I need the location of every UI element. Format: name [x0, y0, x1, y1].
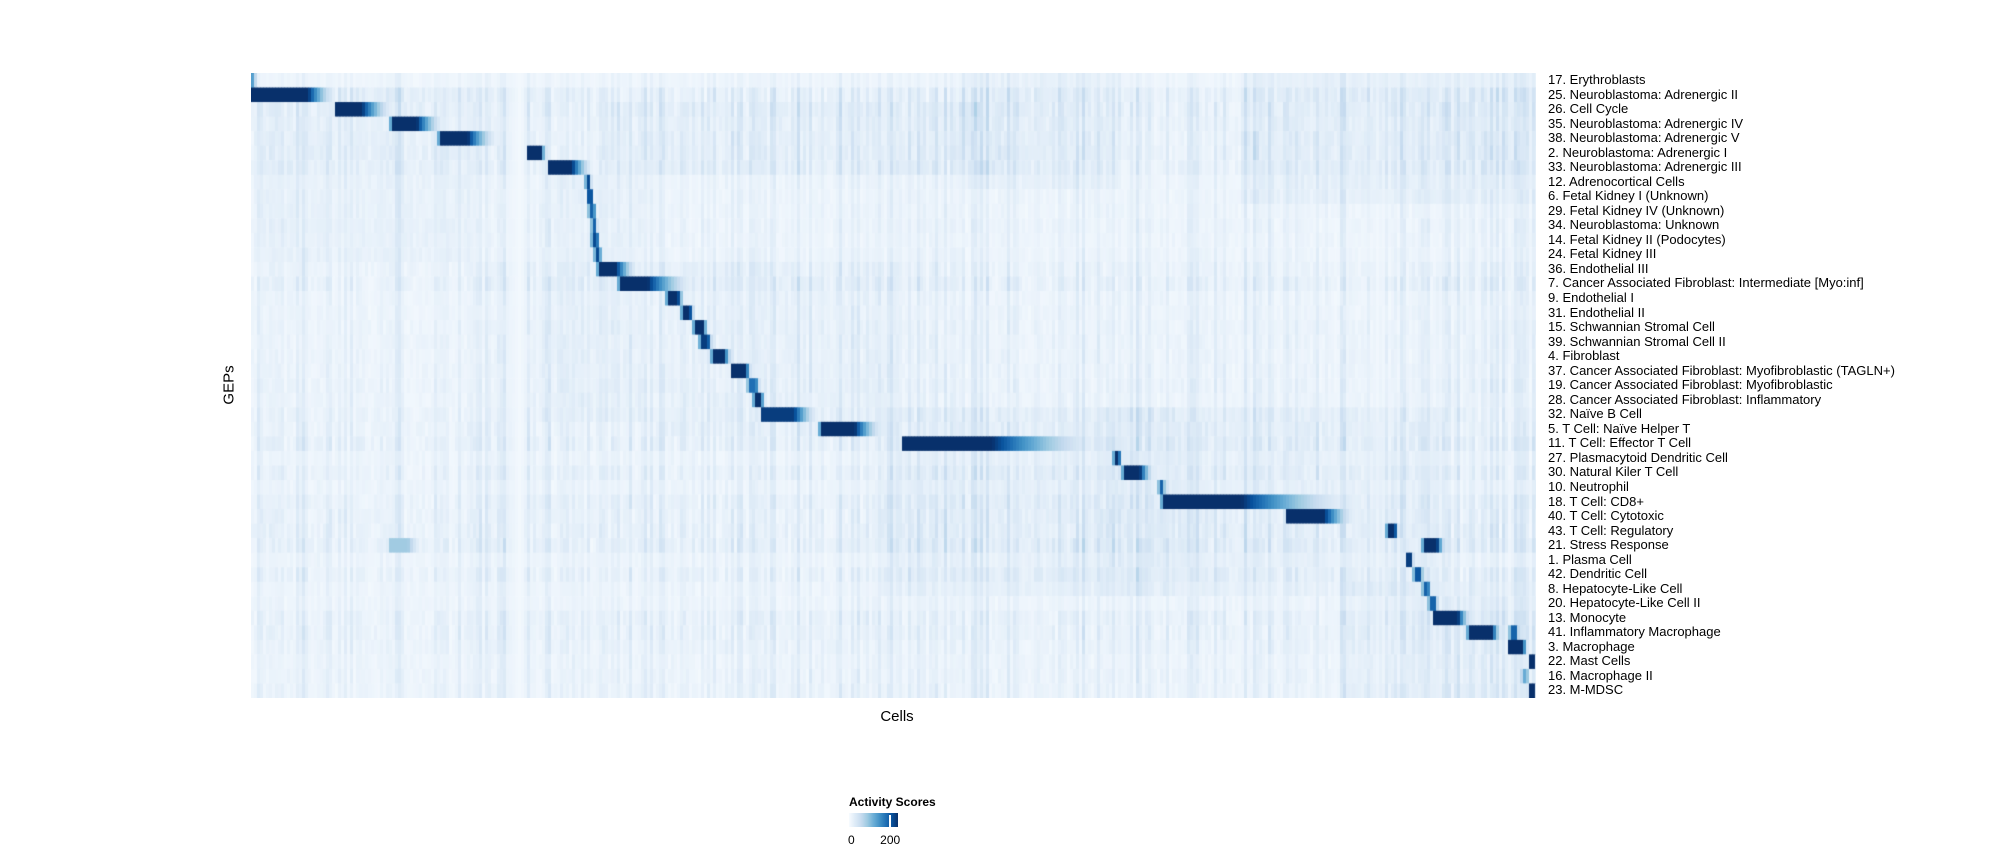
row-label: 14. Fetal Kidney II (Podocytes) [1548, 231, 1726, 247]
colorbar-tick-labels: 0 200 [848, 833, 1009, 847]
row-label: 42. Dendritic Cell [1548, 566, 1647, 582]
legend-title: Activity Scores [849, 795, 936, 809]
row-label: 31. Endothelial II [1548, 304, 1645, 320]
row-label: 7. Cancer Associated Fibroblast: Interme… [1548, 275, 1864, 291]
row-labels: 17. Erythroblasts 25. Neuroblastoma: Adre… [1548, 72, 1998, 699]
row-label: 33. Neuroblastoma: Adrenergic III [1548, 159, 1742, 175]
row-label: 34. Neuroblastoma: Unknown [1548, 217, 1720, 233]
row-label: 30. Natural Kiler T Cell [1548, 464, 1679, 480]
row-label: 5. T Cell: Naïve Helper T [1548, 420, 1691, 436]
row-label: 20. Hepatocyte-Like Cell II [1548, 595, 1701, 611]
row-label: 6. Fetal Kidney I (Unknown) [1548, 188, 1709, 204]
row-label: 36. Endothelial III [1548, 260, 1649, 276]
row-label: 35. Neuroblastoma: Adrenergic IV [1548, 115, 1744, 131]
colorbar-tick-min: 0 [848, 833, 855, 847]
row-label: 4. Fibroblast [1548, 348, 1620, 364]
row-label: 32. Naïve B Cell [1548, 406, 1642, 422]
row-label: 10. Neutrophil [1548, 478, 1629, 494]
x-axis-label: Cells [880, 708, 914, 725]
row-label: 22. Mast Cells [1548, 653, 1631, 669]
colorbar-tick-max: 200 [880, 833, 901, 847]
row-label: 23. M-MDSC [1548, 682, 1624, 698]
row-label: 8. Hepatocyte-Like Cell [1548, 580, 1683, 596]
heatmap-plot [251, 73, 1536, 698]
row-label: 28. Cancer Associated Fibroblast: Inflam… [1548, 391, 1822, 407]
row-label: 43. T Cell: Regulatory [1548, 522, 1674, 538]
y-axis-label: GEPs [220, 365, 238, 405]
row-label: 21. Stress Response [1548, 537, 1669, 553]
colorbar-gradient [849, 813, 898, 827]
row-label: 12. Adrenocortical Cells [1548, 173, 1685, 189]
row-label: 11. T Cell: Effector T Cell [1548, 435, 1692, 451]
colorbar-legend: Activity Scores 0 200 [848, 795, 1009, 847]
row-label: 29. Fetal Kidney IV (Unknown) [1548, 202, 1725, 218]
row-label: 40. T Cell: Cytotoxic [1548, 508, 1664, 524]
row-label: 38. Neuroblastoma: Adrenergic V [1548, 130, 1740, 146]
row-label: 25. Neuroblastoma: Adrenergic II [1548, 86, 1739, 102]
row-label: 41. Inflammatory Macrophage [1548, 624, 1721, 640]
colorbar-tick-mark [889, 815, 892, 827]
row-label: 16. Macrophage II [1548, 667, 1653, 683]
row-label: 24. Fetal Kidney III [1548, 246, 1657, 262]
row-label: 15. Schwannian Stromal Cell [1548, 319, 1715, 335]
row-label: 3. Macrophage [1548, 638, 1635, 654]
row-label: 18. T Cell: CD8+ [1548, 493, 1644, 509]
row-label: 37. Cancer Associated Fibroblast: Myofib… [1548, 362, 1895, 378]
row-label: 39. Schwannian Stromal Cell II [1548, 333, 1726, 349]
row-label: 1. Plasma Cell [1548, 551, 1632, 567]
row-label: 9. Endothelial I [1548, 290, 1635, 306]
row-label: 13. Monocyte [1548, 609, 1627, 625]
row-label: 27. Plasmacytoid Dendritic Cell [1548, 449, 1728, 465]
row-label: 17. Erythroblasts [1548, 72, 1646, 87]
row-label: 26. Cell Cycle [1548, 101, 1629, 117]
row-label: 2. Neuroblastoma: Adrenergic I [1548, 144, 1728, 160]
row-label: 19. Cancer Associated Fibroblast: Myofib… [1548, 377, 1833, 393]
